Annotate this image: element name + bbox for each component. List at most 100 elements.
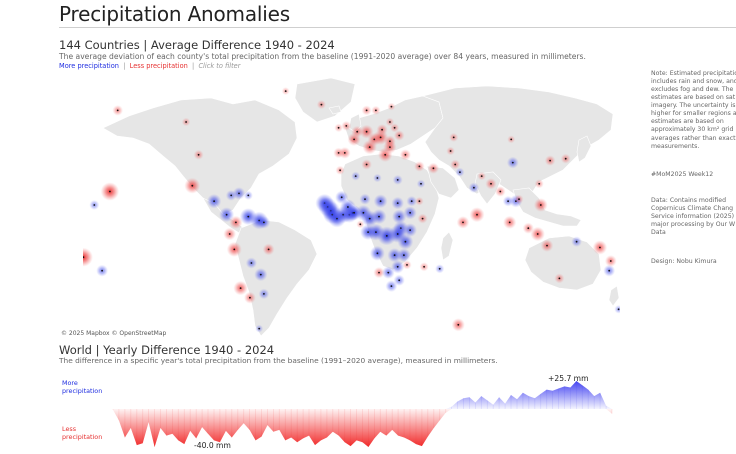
- country-bubble[interactable]: [385, 117, 395, 127]
- country-bubble[interactable]: [392, 174, 403, 185]
- country-bubble[interactable]: [533, 198, 548, 212]
- country-bubble[interactable]: [507, 135, 516, 144]
- country-bubble[interactable]: [356, 220, 365, 229]
- country-bubble[interactable]: [359, 193, 371, 205]
- country-bubble[interactable]: [369, 245, 385, 261]
- country-bubble[interactable]: [193, 149, 204, 160]
- country-bubble[interactable]: [184, 177, 201, 194]
- country-bubble[interactable]: [334, 123, 343, 133]
- country-bubble[interactable]: [456, 216, 470, 229]
- country-bubble[interactable]: [351, 125, 364, 138]
- country-bubble[interactable]: [384, 135, 396, 148]
- country-bubble[interactable]: [229, 215, 243, 229]
- country-bubble[interactable]: [446, 146, 455, 156]
- country-bubble[interactable]: [540, 239, 554, 252]
- filter-more-precipitation[interactable]: More precipitation: [59, 62, 119, 70]
- country-bubble[interactable]: [244, 291, 256, 304]
- country-bubble[interactable]: [206, 194, 222, 209]
- country-bubble[interactable]: [255, 324, 264, 333]
- country-bubble[interactable]: [316, 100, 326, 110]
- country-bubble[interactable]: [469, 207, 485, 223]
- country-bubble[interactable]: [360, 224, 376, 241]
- country-bubble[interactable]: [397, 233, 414, 250]
- country-bubble[interactable]: [226, 241, 242, 257]
- country-bubble[interactable]: [614, 305, 620, 314]
- country-bubble[interactable]: [392, 209, 407, 224]
- country-bubble[interactable]: [393, 274, 405, 286]
- country-bubble[interactable]: [100, 182, 120, 201]
- country-bubble[interactable]: [415, 196, 424, 206]
- country-bubble[interactable]: [435, 264, 445, 274]
- country-bubble[interactable]: [403, 206, 417, 220]
- country-bubble[interactable]: [112, 105, 123, 116]
- country-bubble[interactable]: [399, 149, 411, 161]
- country-bubble[interactable]: [83, 247, 93, 267]
- country-bubble[interactable]: [544, 155, 556, 166]
- country-bubble[interactable]: [451, 318, 465, 332]
- country-bubble[interactable]: [417, 213, 428, 224]
- country-bubble[interactable]: [254, 268, 268, 282]
- country-bubble[interactable]: [338, 147, 351, 159]
- country-bubble[interactable]: [449, 132, 459, 142]
- country-bubble[interactable]: [402, 260, 412, 270]
- country-bubble[interactable]: [506, 156, 519, 169]
- country-bubble[interactable]: [223, 227, 236, 241]
- country-bubble[interactable]: [419, 262, 429, 272]
- country-bubble[interactable]: [514, 194, 524, 204]
- country-bubble[interactable]: [232, 187, 246, 200]
- country-bubble[interactable]: [450, 159, 461, 170]
- country-bubble[interactable]: [495, 186, 506, 197]
- country-bubble[interactable]: [427, 162, 439, 174]
- country-bubble[interactable]: [257, 216, 271, 229]
- country-bubble[interactable]: [371, 105, 381, 115]
- country-bubble[interactable]: [604, 255, 617, 267]
- country-bubble[interactable]: [335, 165, 345, 175]
- country-bubble[interactable]: [245, 257, 257, 269]
- country-bubble[interactable]: [382, 266, 395, 279]
- country-bubble[interactable]: [373, 194, 388, 209]
- country-bubble[interactable]: [233, 280, 248, 296]
- country-bubble[interactable]: [262, 243, 275, 256]
- country-bubble[interactable]: [530, 226, 545, 242]
- country-bubble[interactable]: [534, 179, 544, 189]
- country-bubble[interactable]: [522, 222, 534, 234]
- country-bubble[interactable]: [603, 264, 616, 277]
- country-bubble[interactable]: [477, 171, 487, 181]
- world-map-canvas[interactable]: [83, 70, 620, 340]
- country-bubble[interactable]: [485, 178, 497, 190]
- country-bubble[interactable]: [373, 173, 382, 183]
- country-bubble[interactable]: [219, 207, 235, 223]
- country-bubble[interactable]: [391, 260, 405, 274]
- country-bubble[interactable]: [335, 190, 349, 204]
- country-bubble[interactable]: [571, 236, 582, 247]
- country-bubble[interactable]: [96, 264, 108, 277]
- country-bubble[interactable]: [376, 124, 388, 136]
- country-bubble[interactable]: [341, 120, 352, 131]
- country-bubble[interactable]: [243, 190, 253, 200]
- country-bubble[interactable]: [592, 240, 608, 255]
- country-bubble[interactable]: [406, 195, 418, 207]
- country-bubbles[interactable]: [83, 87, 620, 333]
- country-bubble[interactable]: [554, 273, 565, 284]
- country-bubble[interactable]: [89, 200, 100, 210]
- filter-less-precipitation[interactable]: Less precipitation: [129, 62, 188, 70]
- world-map[interactable]: [83, 70, 620, 340]
- country-bubble[interactable]: [385, 280, 398, 292]
- country-bubble[interactable]: [361, 159, 372, 170]
- country-bubble[interactable]: [181, 117, 191, 127]
- country-bubble[interactable]: [391, 196, 405, 210]
- country-bubble[interactable]: [371, 209, 387, 225]
- country-bubble[interactable]: [468, 182, 480, 193]
- country-bubble[interactable]: [503, 215, 517, 229]
- country-bubble[interactable]: [416, 179, 426, 189]
- country-bubble[interactable]: [455, 167, 465, 177]
- country-bubble[interactable]: [361, 105, 372, 116]
- country-bubble[interactable]: [560, 153, 571, 164]
- country-bubble[interactable]: [397, 248, 411, 263]
- country-bubble[interactable]: [373, 267, 385, 279]
- country-bubble[interactable]: [414, 161, 425, 172]
- country-bubble[interactable]: [351, 171, 361, 181]
- country-bubble[interactable]: [258, 288, 270, 300]
- country-bubble[interactable]: [281, 87, 290, 96]
- country-bubble[interactable]: [393, 130, 405, 141]
